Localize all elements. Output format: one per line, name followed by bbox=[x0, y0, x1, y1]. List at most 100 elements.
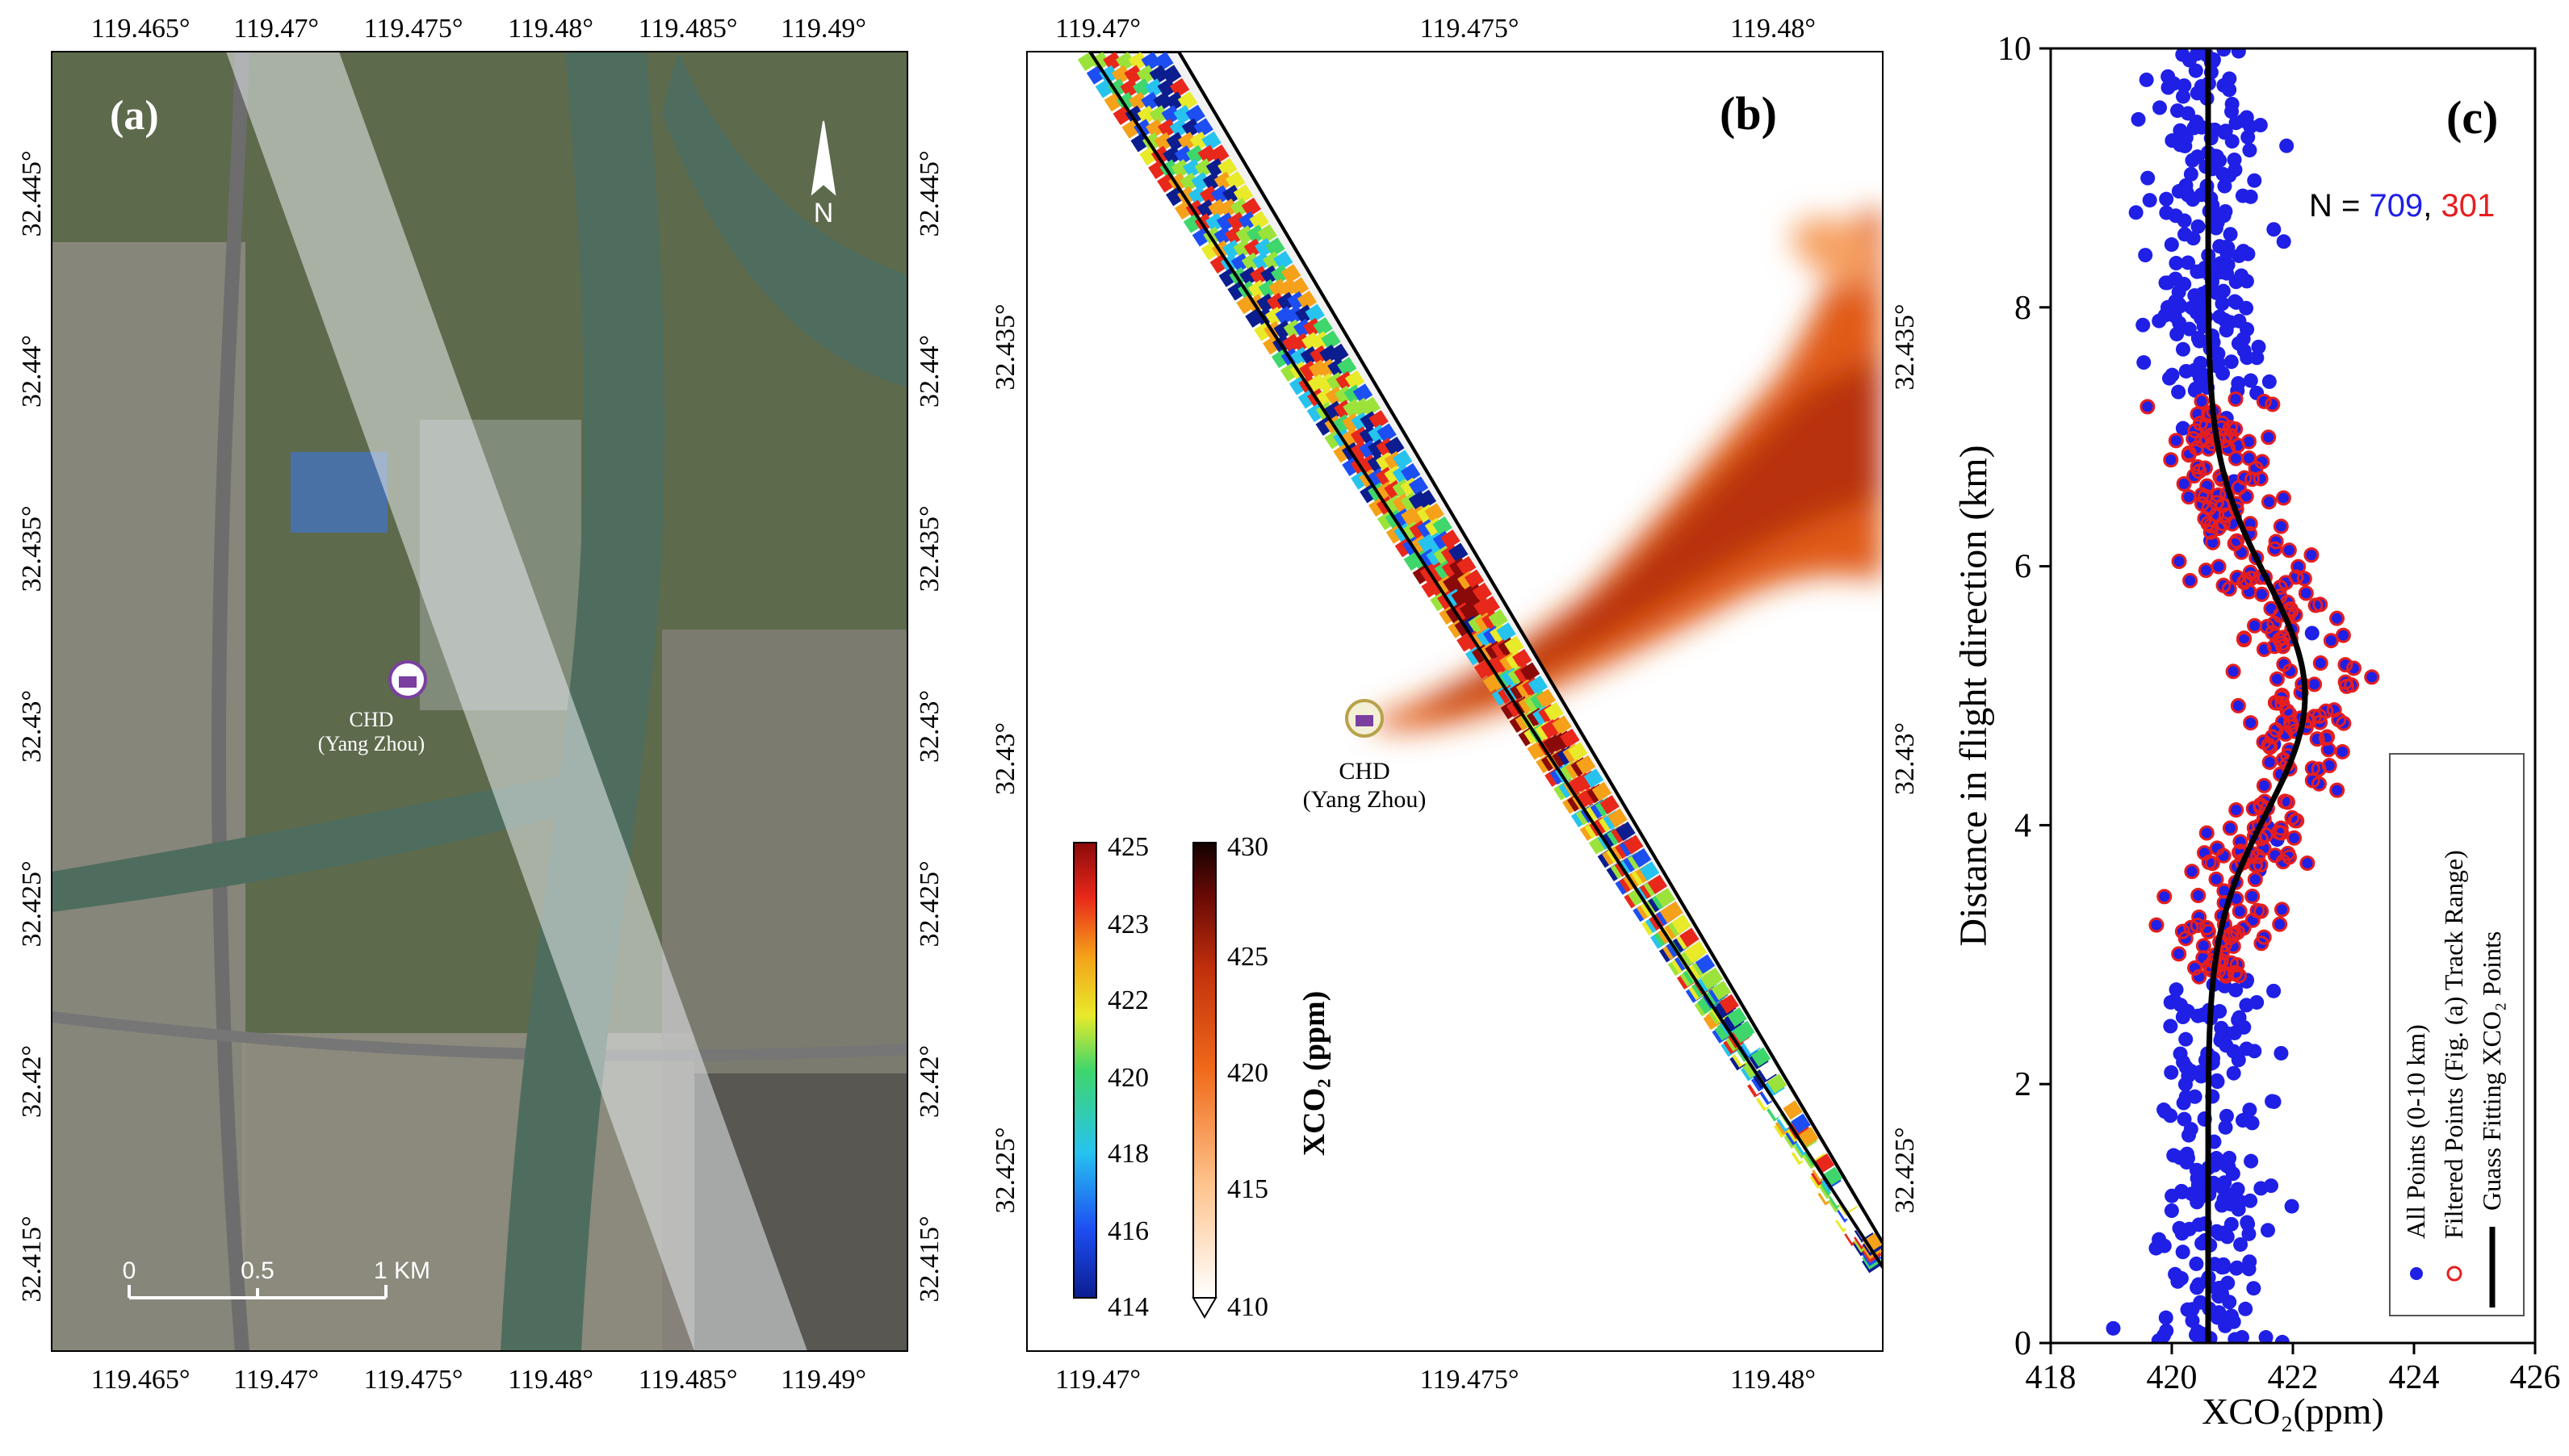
data-point bbox=[2164, 1203, 2179, 1218]
y-tick-label: 8 bbox=[2014, 290, 2031, 327]
data-point bbox=[2164, 237, 2179, 253]
panel-a-lat-ticks-left: 32.445° 32.44° 32.435° 32.43° 32.425° 32… bbox=[17, 150, 47, 1302]
filtered-point bbox=[2236, 470, 2253, 486]
track-pixel bbox=[1217, 157, 1238, 178]
track-pixel bbox=[1163, 145, 1183, 165]
data-point bbox=[2279, 138, 2294, 153]
data-point bbox=[2177, 476, 2192, 492]
data-point bbox=[2216, 1225, 2232, 1241]
track-pixel bbox=[1213, 171, 1234, 191]
lon-tick: 119.475° bbox=[1420, 14, 1519, 44]
lat-tick: 32.43° bbox=[17, 690, 47, 763]
lat-tick: 32.43° bbox=[1890, 722, 1920, 795]
data-point bbox=[2106, 1320, 2121, 1336]
data-point bbox=[2242, 1102, 2257, 1118]
filtered-point bbox=[2245, 801, 2261, 817]
filtered-point bbox=[2156, 889, 2173, 905]
data-point bbox=[2196, 938, 2211, 953]
track-pixel bbox=[1289, 277, 1310, 297]
track-pixel bbox=[1305, 303, 1325, 324]
track-pixel bbox=[1416, 489, 1437, 509]
data-point bbox=[2227, 294, 2243, 309]
data-point bbox=[2163, 452, 2178, 467]
data-point bbox=[2142, 193, 2157, 208]
track-pixel bbox=[1393, 450, 1413, 470]
data-point bbox=[2254, 587, 2269, 602]
data-point bbox=[2176, 89, 2191, 104]
track-pixel bbox=[1472, 582, 1493, 602]
track-pixel bbox=[1202, 171, 1223, 191]
filtered-point bbox=[2200, 516, 2216, 532]
cbar-tick: 414 bbox=[1108, 1292, 1149, 1322]
filtered-point bbox=[2176, 475, 2192, 492]
lat-tick: 32.445° bbox=[17, 150, 47, 236]
filtered-point bbox=[2337, 657, 2353, 673]
data-point bbox=[2224, 96, 2240, 111]
panel-a-label: (a) bbox=[110, 93, 159, 139]
track-pixel bbox=[1120, 78, 1140, 98]
data-point bbox=[2191, 1191, 2206, 1207]
track-pixel bbox=[1173, 105, 1193, 125]
data-point bbox=[2251, 339, 2266, 354]
legend-box bbox=[2389, 753, 2525, 1316]
filtered-point bbox=[2261, 754, 2278, 770]
track-pixel bbox=[1591, 781, 1612, 801]
filtered-point bbox=[2277, 793, 2293, 810]
track-pixel bbox=[1141, 52, 1161, 72]
data-point bbox=[2194, 394, 2209, 409]
data-point bbox=[2216, 208, 2232, 224]
data-point bbox=[2227, 152, 2242, 167]
data-point bbox=[2159, 191, 2174, 207]
filtered-point bbox=[2171, 554, 2187, 570]
site-a-name: CHD bbox=[350, 708, 394, 731]
filtered-point bbox=[2321, 758, 2337, 774]
filtered-point bbox=[2227, 391, 2244, 408]
data-point bbox=[2239, 1041, 2254, 1056]
data-point bbox=[2242, 143, 2257, 158]
data-point bbox=[2151, 1333, 2166, 1343]
track-pixel bbox=[1440, 529, 1461, 550]
track-pixel bbox=[1188, 186, 1209, 206]
x-tick-label: 424 bbox=[2389, 1359, 2440, 1396]
filtered-point bbox=[2265, 625, 2281, 641]
track-pixel bbox=[1180, 172, 1200, 192]
filtered-point bbox=[2264, 729, 2280, 745]
track-pixel bbox=[1108, 78, 1128, 98]
panel-c-axes: 418 420 422 424 426 0 2 4 6 8 10 bbox=[1997, 31, 2561, 1396]
data-point bbox=[2228, 982, 2244, 998]
filtered-point bbox=[2248, 460, 2264, 476]
data-point bbox=[2215, 283, 2231, 299]
lat-tick: 32.42° bbox=[915, 1045, 945, 1118]
filtered-point bbox=[2298, 585, 2314, 601]
data-point bbox=[2234, 1019, 2249, 1034]
data-point bbox=[2148, 918, 2164, 933]
track-pixel bbox=[1249, 211, 1269, 231]
track-pixel bbox=[1149, 65, 1169, 85]
filtered-point bbox=[2168, 433, 2184, 449]
filtered-point bbox=[2265, 396, 2281, 412]
filtered-point bbox=[2200, 923, 2216, 939]
data-point bbox=[2185, 1313, 2200, 1328]
data-point bbox=[2263, 1178, 2278, 1194]
filtered-point bbox=[2184, 864, 2200, 880]
track-pixel bbox=[1241, 197, 1262, 217]
track-pixel bbox=[1639, 861, 1660, 881]
filtered-point bbox=[2211, 487, 2227, 503]
data-point bbox=[2265, 396, 2280, 412]
data-point bbox=[2262, 755, 2278, 770]
legend-entry-all: All Points (0-10 km) bbox=[2401, 1024, 2430, 1239]
legend-entry-filtered: Filtered Points (Fig. (a) Track Range) bbox=[2439, 850, 2468, 1239]
data-point bbox=[2136, 355, 2152, 370]
track-pixel bbox=[1189, 132, 1210, 152]
data-point bbox=[2140, 170, 2156, 186]
data-point bbox=[2266, 222, 2282, 237]
data-point bbox=[2219, 1108, 2234, 1123]
track-pixel bbox=[1209, 144, 1230, 165]
track-pixel bbox=[1137, 65, 1157, 85]
data-point bbox=[2249, 385, 2265, 400]
filtered-point bbox=[2228, 802, 2244, 818]
data-point bbox=[2211, 559, 2227, 575]
data-point bbox=[2181, 489, 2197, 504]
scale-label-2: 1 KM bbox=[374, 1257, 430, 1284]
legend: All Points (0-10 km) Filtered Points (Fi… bbox=[2389, 753, 2525, 1316]
